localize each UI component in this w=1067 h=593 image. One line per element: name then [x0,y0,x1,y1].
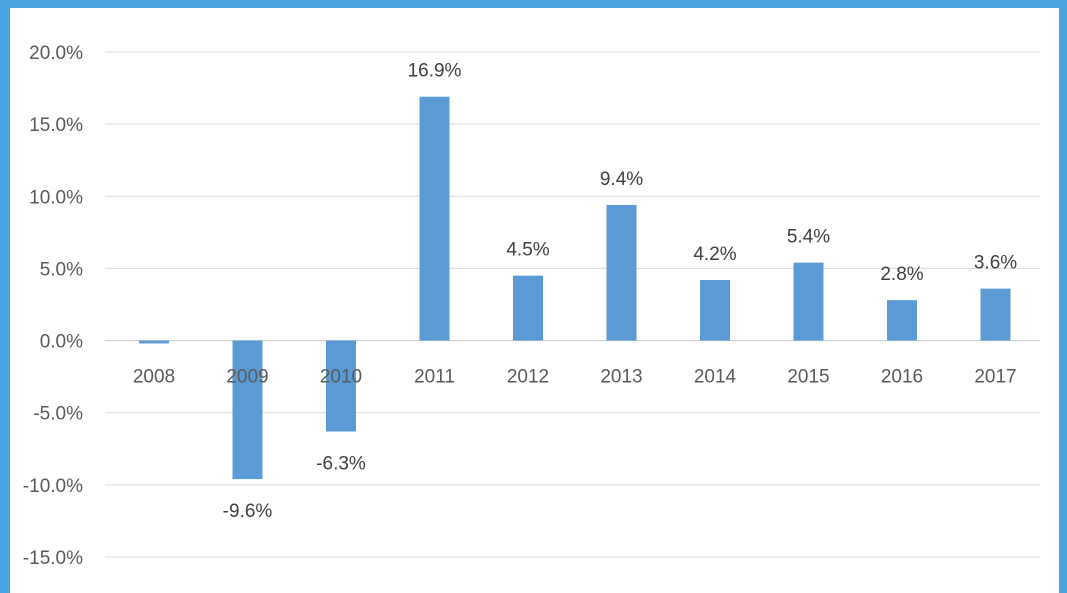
x-tick-label: 2010 [320,367,362,388]
x-tick-label: 2014 [694,367,737,388]
bars [139,96,1011,480]
bar-2015 [793,262,824,341]
y-tick-label: -5.0% [33,404,83,425]
data-labels: -9.6% -6.3% 16.9% 4.5% 9.4% 4.2% 5.4% 2.8% 3.6% [223,61,1018,522]
data-label: 9.4% [600,169,643,190]
bar-2017 [980,288,1011,341]
y-tick-label: 0.0% [40,332,83,353]
bar-2014 [700,279,730,341]
y-tick-label: -15.0% [23,548,83,569]
bar-2011 [419,96,450,341]
x-tick-label: 2016 [881,367,923,388]
y-tick-label: 20.0% [29,43,83,64]
data-label: 4.2% [693,244,736,265]
x-axis-ticks: 2008 2009 2010 2011 2012 2013 2014 2015 2016 2017 [133,367,1017,388]
x-tick-label: 2013 [600,367,642,388]
data-label: 16.9% [408,61,462,82]
x-tick-label: 2017 [974,367,1016,388]
y-tick-label: 5.0% [40,259,83,280]
bar-2012 [513,275,543,341]
bar-2010 [326,340,356,432]
data-label: -6.3% [316,453,366,474]
y-tick-label: 15.0% [29,115,83,136]
gridlines [105,51,1040,558]
x-tick-label: 2008 [133,367,175,388]
bar-2013 [606,204,637,341]
data-label: -9.6% [223,501,273,522]
bar-2009 [232,340,263,480]
bar-2016 [887,300,917,341]
y-tick-label: 10.0% [29,187,83,208]
bar-2008 [139,340,169,344]
data-label: 2.8% [880,264,923,285]
x-tick-label: 2012 [507,367,549,388]
data-label: 4.5% [506,240,549,261]
x-tick-label: 2011 [414,367,455,388]
x-tick-label: 2015 [787,367,829,388]
y-tick-label: -10.0% [23,476,83,497]
x-tick-label: 2009 [226,367,268,388]
data-label: 3.6% [974,253,1017,274]
data-label: 5.4% [787,227,830,248]
y-axis-ticks: 20.0% 15.0% 10.0% 5.0% 0.0% -5.0% -10.0% -15.0% [23,43,83,569]
